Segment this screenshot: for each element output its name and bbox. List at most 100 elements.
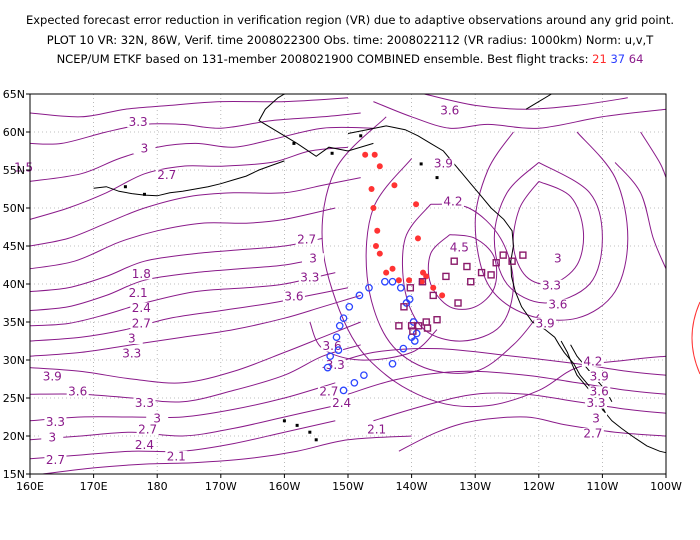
- track-64-point: [508, 257, 516, 265]
- contour-c-max-4: [321, 116, 667, 408]
- alaska-coast: [258, 93, 374, 157]
- track-21-label: 21: [592, 52, 607, 66]
- gulf-alaska-coast: [347, 125, 667, 454]
- lat-tick-label: 15N: [3, 468, 25, 481]
- contour-c-sw-6: [42, 435, 412, 475]
- contour-label-bg: [146, 412, 169, 424]
- contour-c-se-4: [322, 347, 667, 376]
- lat-tick-label: 45N: [3, 240, 25, 253]
- lon-tick-label: 110W: [586, 480, 618, 493]
- contour-c-max-2: [401, 203, 514, 342]
- contour-c-mid-4: [29, 256, 323, 312]
- track-64-point: [409, 327, 417, 335]
- contour-label: 3: [48, 430, 56, 444]
- track-37-point: [365, 283, 373, 292]
- contour-label: 3.9: [536, 316, 555, 330]
- hawaii-1: [282, 419, 286, 423]
- title-line-1: Expected forecast error reduction in ver…: [25, 13, 675, 27]
- contour-label-bg: [298, 272, 321, 284]
- contour-label-bg: [588, 371, 611, 382]
- track-64-label: 64: [628, 52, 644, 66]
- track-64-point: [406, 284, 415, 292]
- contour-c-east-low-2: [493, 161, 603, 304]
- contour-c-north-2: [29, 112, 361, 145]
- contour-c-mid-5: [29, 272, 336, 327]
- contour-label-bg: [130, 302, 153, 314]
- track-37-point: [396, 283, 405, 292]
- lon-tick-label: 120W: [523, 480, 555, 493]
- contour-label-bg: [41, 371, 64, 382]
- contour-label-bg: [540, 279, 563, 291]
- contour-lines: [29, 93, 667, 475]
- lon-tick-label: 170W: [205, 480, 237, 493]
- lon-tick-label: 180: [147, 480, 168, 493]
- contour-label-bg: [302, 253, 325, 265]
- track-37-point: [355, 291, 364, 300]
- island-3: [359, 134, 363, 138]
- track-37-point: [339, 386, 348, 395]
- contour-label: 3: [141, 142, 149, 156]
- track-37-label: 37: [610, 52, 626, 66]
- track-64-point: [414, 322, 423, 330]
- track-37-point: [335, 321, 344, 330]
- contour-c-sw-3: [29, 382, 336, 422]
- track-64-point: [395, 322, 403, 330]
- contour-label: 3.3: [135, 396, 154, 410]
- contour-c-mid-1: [29, 177, 361, 247]
- contour-label: 3.9: [434, 157, 453, 171]
- contour-label: 2.7: [583, 427, 602, 441]
- contour-label-bg: [546, 253, 569, 265]
- track-64-point: [487, 271, 495, 279]
- contour-label: 3.9: [590, 370, 609, 384]
- contour-label-bg: [438, 105, 461, 116]
- track-21-point: [376, 250, 383, 257]
- contour-label-bg: [41, 431, 64, 443]
- contour-label: 4.2: [443, 195, 462, 209]
- track-37-point: [388, 277, 397, 286]
- lon-tick-label: 140W: [396, 480, 428, 493]
- title-line-3-text: NCEP/UM ETKF based on 131-member 2008021…: [56, 52, 589, 66]
- contour-label-bg: [546, 298, 569, 310]
- contour-label-bg: [321, 340, 344, 352]
- contour-label: 3.3: [300, 271, 319, 285]
- title-line-3: NCEP/UM ETKF based on 131-member 2008021…: [0, 52, 700, 66]
- contour-label: 1.8: [132, 267, 151, 281]
- contour-label: 3: [592, 411, 600, 425]
- track-37-point: [360, 371, 368, 380]
- contour-label-bg: [588, 386, 611, 398]
- coastlines: [93, 93, 667, 454]
- lon-tick-label: 160E: [16, 480, 44, 493]
- contour-label-bg: [130, 317, 153, 329]
- track-21-point: [418, 278, 425, 285]
- island-2: [330, 151, 334, 155]
- contour-label-bg: [165, 450, 188, 462]
- contour-label-bg: [127, 116, 150, 128]
- contour-label-bg: [120, 333, 143, 344]
- track-21-point: [439, 292, 446, 299]
- track-37-point: [412, 329, 421, 338]
- contour-label: 3.6: [440, 104, 459, 118]
- hawaii-3: [308, 430, 312, 434]
- track-64-point: [477, 268, 486, 277]
- contour-c-north-4: [29, 146, 349, 220]
- island-7: [435, 176, 439, 180]
- contour-label-bg: [534, 317, 557, 329]
- track-21-point: [406, 277, 413, 284]
- verification-region-arc: [691, 301, 700, 375]
- hawaii-4: [314, 438, 318, 442]
- contour-label: 2.4: [132, 301, 151, 315]
- contour-c-mid-6: [29, 287, 349, 342]
- contour-label: 3.3: [122, 347, 141, 361]
- track-37-point: [332, 333, 341, 342]
- contour-c-max-1: [427, 234, 498, 310]
- contour-label: 3.9: [43, 370, 62, 384]
- contour-label-bg: [585, 397, 608, 409]
- lat-tick-label: 25N: [3, 392, 25, 405]
- contour-label-bg: [133, 143, 156, 154]
- track-64-point: [418, 278, 427, 286]
- contour-label-bg: [120, 348, 143, 360]
- contour-c-se-2: [373, 392, 667, 422]
- contour-label-bg: [448, 241, 471, 253]
- contour-label-bg: [133, 439, 156, 451]
